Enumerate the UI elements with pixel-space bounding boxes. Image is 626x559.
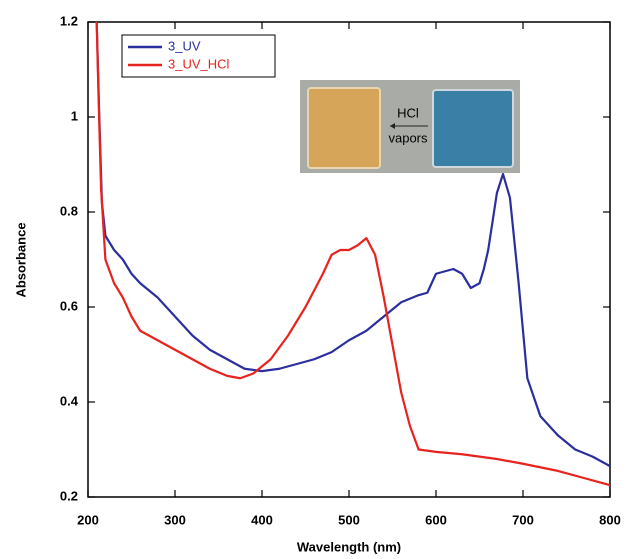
inset-photo: HCl vapors [300, 80, 520, 173]
y-tick-label: 1 [71, 108, 78, 123]
y-tick-label: 1.2 [60, 13, 78, 28]
y-axis-label: Absorbance [13, 222, 28, 297]
x-tick-label: 700 [512, 512, 534, 527]
legend: 3_UV 3_UV_HCl [122, 35, 275, 77]
x-tick-label: 300 [164, 512, 186, 527]
inset-label: HCl [397, 105, 419, 120]
x-tick-label: 400 [251, 512, 273, 527]
y-tick-label: 0.2 [60, 488, 78, 503]
x-axis-label: Wavelength (nm) [297, 539, 401, 554]
inset-yellow-film [308, 88, 380, 168]
x-tick-label: 200 [77, 512, 99, 527]
y-tick-label: 0.8 [60, 203, 78, 218]
x-tick-label: 600 [425, 512, 447, 527]
y-tick-label: 0.6 [60, 298, 78, 313]
x-tick-label: 500 [338, 512, 360, 527]
x-tick-label: 800 [599, 512, 621, 527]
legend-label: 3_UV_HCl [168, 56, 230, 71]
y-tick-label: 0.4 [60, 393, 79, 408]
chart: Wavelength (nm) Absorbance HCl vapors 3_… [0, 0, 626, 559]
legend-label: 3_UV [168, 38, 201, 53]
inset-blue-film [433, 90, 513, 167]
inset-label: vapors [388, 130, 428, 145]
